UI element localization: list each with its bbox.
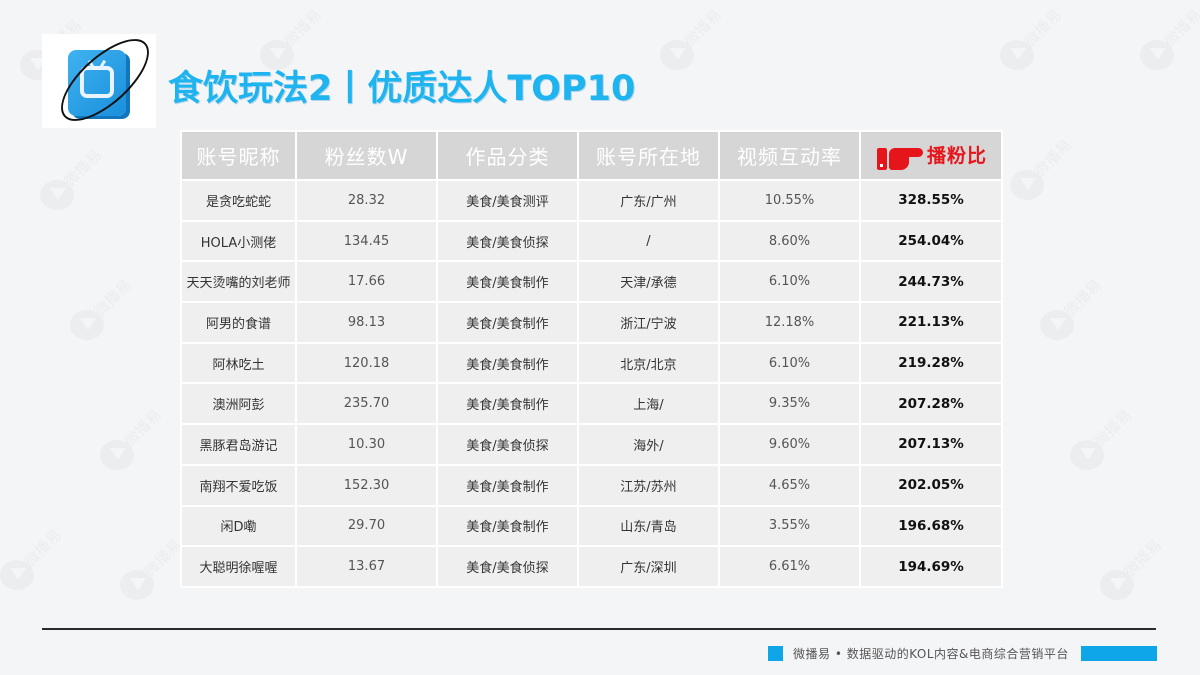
cell-category: 美食/美食侦探 bbox=[436, 219, 579, 263]
cell-location: 北京/北京 bbox=[577, 341, 720, 385]
footer-divider bbox=[42, 628, 1156, 630]
tv-mascot-logo-icon bbox=[42, 25, 162, 135]
table-row: 闲D嘞 29.70 美食/美食制作 山东/青岛 3.55% 196.68% bbox=[180, 504, 1003, 548]
cell-fans: 134.45 bbox=[295, 219, 438, 263]
cell-nickname: HOLA小测佬 bbox=[180, 219, 297, 263]
table-row: 是贪吃蛇蛇 28.32 美食/美食测评 广东/广州 10.55% 328.55% bbox=[180, 179, 1003, 222]
cell-category: 美食/美食制作 bbox=[436, 382, 579, 426]
table-row: HOLA小测佬 134.45 美食/美食侦探 / 8.60% 254.04% bbox=[180, 219, 1003, 263]
cell-engagement: 4.65% bbox=[718, 463, 861, 507]
cell-nickname: 阿林吃土 bbox=[180, 341, 297, 385]
column-header-fans: 粉丝数W bbox=[295, 130, 438, 181]
table-row: 澳洲阿彭 235.70 美食/美食制作 上海/ 9.35% 207.28% bbox=[180, 382, 1003, 426]
watermark-logo-icon: 微播易 bbox=[0, 526, 90, 600]
pointing-hand-icon bbox=[875, 144, 923, 170]
cell-ratio: 207.13% bbox=[859, 423, 1003, 466]
cell-fans: 29.70 bbox=[295, 504, 438, 548]
table-header-row: 账号昵称 粉丝数W 作品分类 账号所在地 视频互动率 播粉比 bbox=[180, 130, 1003, 181]
table-row: 阿男的食谱 98.13 美食/美食制作 浙江/宁波 12.18% 221.13% bbox=[180, 301, 1003, 344]
watermark-logo-icon: 微播易 bbox=[1070, 406, 1160, 480]
column-header-nickname: 账号昵称 bbox=[180, 130, 297, 181]
watermark-logo-icon: 微播易 bbox=[660, 6, 750, 80]
cell-fans: 28.32 bbox=[295, 179, 438, 222]
footer-tagline: 微播易 • 数据驱动的KOL内容&电商综合营销平台 bbox=[793, 646, 1069, 661]
cell-nickname: 闲D嘞 bbox=[180, 504, 297, 548]
column-header-category: 作品分类 bbox=[436, 130, 579, 181]
cell-nickname: 黑豚君岛游记 bbox=[180, 423, 297, 466]
table-row: 南翔不爱吃饭 152.30 美食/美食制作 江苏/苏州 4.65% 202.05… bbox=[180, 463, 1003, 507]
cell-category: 美食/美食制作 bbox=[436, 260, 579, 304]
footer-square-icon bbox=[768, 645, 783, 661]
watermark-logo-icon: 微播易 bbox=[1000, 6, 1090, 80]
footer: 微播易 • 数据驱动的KOL内容&电商综合营销平台 bbox=[768, 645, 1157, 661]
cell-ratio: 221.13% bbox=[859, 301, 1003, 344]
cell-engagement: 6.10% bbox=[718, 341, 861, 385]
cell-category: 美食/美食制作 bbox=[436, 341, 579, 385]
cell-nickname: 南翔不爱吃饭 bbox=[180, 463, 297, 507]
top10-influencer-table: 账号昵称 粉丝数W 作品分类 账号所在地 视频互动率 播粉比 是贪吃蛇蛇 28.… bbox=[180, 130, 1003, 588]
cell-category: 美食/美食侦探 bbox=[436, 545, 579, 588]
cell-fans: 120.18 bbox=[295, 341, 438, 385]
watermark-logo-icon: 微播易 bbox=[70, 276, 160, 350]
cell-engagement: 6.61% bbox=[718, 545, 861, 588]
cell-location: / bbox=[577, 219, 720, 263]
cell-ratio: 207.28% bbox=[859, 382, 1003, 426]
cell-engagement: 9.60% bbox=[718, 423, 861, 466]
cell-location: 广东/广州 bbox=[577, 179, 720, 222]
watermark-logo-icon: 微播易 bbox=[40, 146, 130, 220]
cell-engagement: 10.55% bbox=[718, 179, 861, 222]
cell-nickname: 是贪吃蛇蛇 bbox=[180, 179, 297, 222]
watermark-logo-icon: 微播易 bbox=[100, 406, 190, 480]
cell-nickname: 阿男的食谱 bbox=[180, 301, 297, 344]
cell-ratio: 328.55% bbox=[859, 179, 1003, 222]
cell-ratio: 196.68% bbox=[859, 504, 1003, 548]
watermark-logo-icon: 微播易 bbox=[1100, 536, 1190, 610]
cell-location: 广东/深圳 bbox=[577, 545, 720, 588]
cell-ratio: 254.04% bbox=[859, 219, 1003, 263]
cell-fans: 17.66 bbox=[295, 260, 438, 304]
cell-fans: 13.67 bbox=[295, 545, 438, 588]
cell-location: 江苏/苏州 bbox=[577, 463, 720, 507]
cell-location: 上海/ bbox=[577, 382, 720, 426]
watermark-logo-icon: 微播易 bbox=[1140, 6, 1200, 80]
cell-nickname: 大聪明徐喔喔 bbox=[180, 545, 297, 588]
cell-category: 美食/美食测评 bbox=[436, 179, 579, 222]
cell-fans: 98.13 bbox=[295, 301, 438, 344]
cell-nickname: 天天烫嘴的刘老师 bbox=[180, 260, 297, 304]
cell-nickname: 澳洲阿彭 bbox=[180, 382, 297, 426]
page-title: 食饮玩法2丨优质达人TOP10 bbox=[168, 69, 636, 109]
column-header-location: 账号所在地 bbox=[577, 130, 720, 181]
cell-engagement: 9.35% bbox=[718, 382, 861, 426]
cell-category: 美食/美食制作 bbox=[436, 301, 579, 344]
table-row: 大聪明徐喔喔 13.67 美食/美食侦探 广东/深圳 6.61% 194.69% bbox=[180, 545, 1003, 588]
cell-fans: 235.70 bbox=[295, 382, 438, 426]
column-header-ratio-label: 播粉比 bbox=[926, 145, 987, 168]
cell-fans: 10.30 bbox=[295, 423, 438, 466]
table-row: 黑豚君岛游记 10.30 美食/美食侦探 海外/ 9.60% 207.13% bbox=[180, 423, 1003, 466]
cell-category: 美食/美食制作 bbox=[436, 463, 579, 507]
cell-location: 海外/ bbox=[577, 423, 720, 466]
cell-fans: 152.30 bbox=[295, 463, 438, 507]
table-row: 天天烫嘴的刘老师 17.66 美食/美食制作 天津/承德 6.10% 244.7… bbox=[180, 260, 1003, 304]
cell-engagement: 8.60% bbox=[718, 219, 861, 263]
column-header-play-fan-ratio: 播粉比 bbox=[859, 130, 1003, 181]
cell-category: 美食/美食制作 bbox=[436, 504, 579, 548]
cell-ratio: 244.73% bbox=[859, 260, 1003, 304]
cell-location: 天津/承德 bbox=[577, 260, 720, 304]
cell-engagement: 3.55% bbox=[718, 504, 861, 548]
cell-location: 山东/青岛 bbox=[577, 504, 720, 548]
watermark-logo-icon: 微播易 bbox=[1010, 136, 1100, 210]
cell-ratio: 202.05% bbox=[859, 463, 1003, 507]
table-row: 阿林吃土 120.18 美食/美食制作 北京/北京 6.10% 219.28% bbox=[180, 341, 1003, 385]
watermark-logo-icon: 微播易 bbox=[1040, 276, 1130, 350]
cell-category: 美食/美食侦探 bbox=[436, 423, 579, 466]
cell-ratio: 219.28% bbox=[859, 341, 1003, 385]
cell-ratio: 194.69% bbox=[859, 545, 1003, 588]
footer-accent-bar bbox=[1080, 645, 1157, 661]
column-header-engagement: 视频互动率 bbox=[718, 130, 861, 181]
cell-engagement: 6.10% bbox=[718, 260, 861, 304]
cell-engagement: 12.18% bbox=[718, 301, 861, 344]
cell-location: 浙江/宁波 bbox=[577, 301, 720, 344]
